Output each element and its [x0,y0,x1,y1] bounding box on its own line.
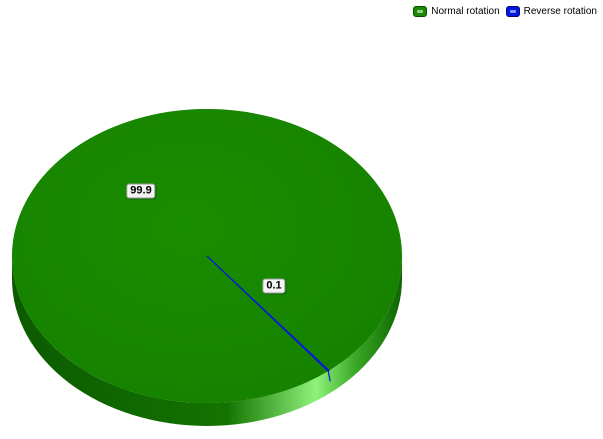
legend-item-normal-rotation: Normal rotation [413,6,500,17]
legend-label-normal-rotation: Normal rotation [431,6,500,17]
pie-side-wall [12,256,402,426]
data-label-reverse-rotation: 0.1 [262,278,286,294]
pie-slice-reverse-side [327,371,331,382]
legend-swatch-reverse-rotation [505,6,520,17]
data-label-normal-rotation: 99.9 [126,183,156,199]
pie-slice-divider [206,255,329,372]
legend-label-reverse-rotation: Reverse rotation [523,6,597,17]
legend-swatch-normal-rotation [413,6,428,17]
legend-item-reverse-rotation: Reverse rotation [505,6,597,17]
chart-legend: Normal rotation Reverse rotation [407,6,597,17]
